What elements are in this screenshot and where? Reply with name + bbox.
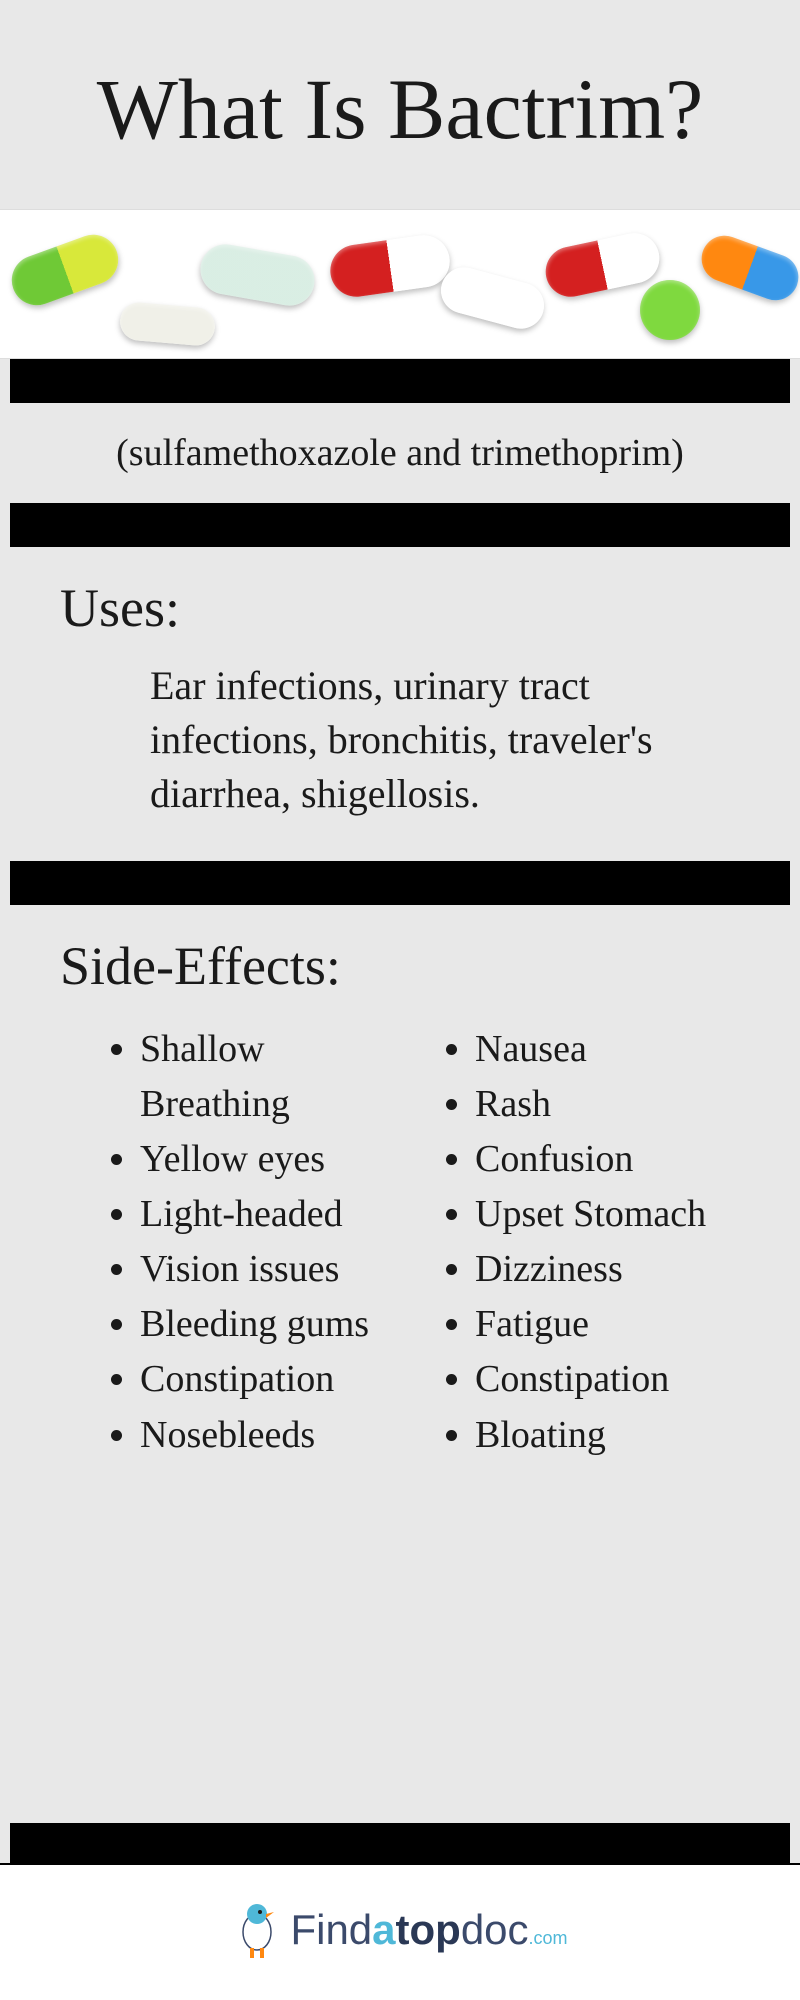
divider-bar: [10, 1823, 790, 1863]
brand-top: top: [396, 1906, 461, 1953]
subtitle-section: (sulfamethoxazole and trimethoprim): [0, 403, 800, 503]
pills-illustration: [0, 209, 800, 359]
title-section: What Is Bactrim?: [0, 0, 800, 209]
uses-heading: Uses:: [60, 577, 740, 639]
brand-com: .com: [529, 1928, 568, 1948]
generic-name: (sulfamethoxazole and trimethoprim): [40, 431, 760, 475]
side-effect-item: Rash: [475, 1077, 740, 1132]
bird-icon: [232, 1900, 282, 1960]
pill-icon: [119, 301, 217, 347]
brand-a: a: [372, 1906, 395, 1953]
pill-icon: [327, 232, 453, 300]
side-effects-heading: Side-Effects:: [60, 935, 740, 997]
footer: Findatopdoc.com: [0, 1863, 800, 2000]
side-effect-item: Upset Stomach: [475, 1187, 740, 1242]
uses-text: Ear infections, urinary tract infections…: [60, 659, 740, 821]
side-effects-section: Side-Effects: Shallow BreathingYellow ey…: [0, 905, 800, 1823]
side-effects-left-column: Shallow BreathingYellow eyesLight-headed…: [110, 1022, 405, 1463]
pill-icon: [640, 280, 700, 340]
side-effect-item: Light-headed: [140, 1187, 405, 1242]
pill-icon: [436, 262, 549, 334]
brand-find: Find: [290, 1906, 372, 1953]
brand-text: Findatopdoc.com: [290, 1906, 567, 1954]
side-effect-item: Dizziness: [475, 1242, 740, 1297]
uses-section: Uses: Ear infections, urinary tract infe…: [0, 547, 800, 861]
brand-doc: doc: [461, 1906, 529, 1953]
side-effect-item: Vision issues: [140, 1242, 405, 1297]
side-effects-columns: Shallow BreathingYellow eyesLight-headed…: [60, 1022, 740, 1463]
pill-icon: [695, 229, 800, 306]
side-effect-item: Constipation: [475, 1352, 740, 1407]
pill-icon: [197, 240, 319, 309]
side-effect-item: Nausea: [475, 1022, 740, 1077]
divider-bar: [10, 359, 790, 403]
divider-bar: [10, 861, 790, 905]
side-effect-item: Fatigue: [475, 1297, 740, 1352]
side-effects-right-column: NauseaRashConfusionUpset StomachDizzines…: [445, 1022, 740, 1463]
side-effect-item: Bloating: [475, 1408, 740, 1463]
divider-bar: [10, 503, 790, 547]
side-effect-item: Yellow eyes: [140, 1132, 405, 1187]
side-effect-item: Bleeding gums: [140, 1297, 405, 1352]
side-effect-item: Shallow Breathing: [140, 1022, 405, 1132]
pill-icon: [5, 228, 125, 313]
side-effect-item: Constipation: [140, 1352, 405, 1407]
brand-logo: Findatopdoc.com: [232, 1900, 567, 1960]
page-title: What Is Bactrim?: [40, 60, 760, 159]
side-effect-item: Confusion: [475, 1132, 740, 1187]
side-effect-item: Nosebleeds: [140, 1408, 405, 1463]
